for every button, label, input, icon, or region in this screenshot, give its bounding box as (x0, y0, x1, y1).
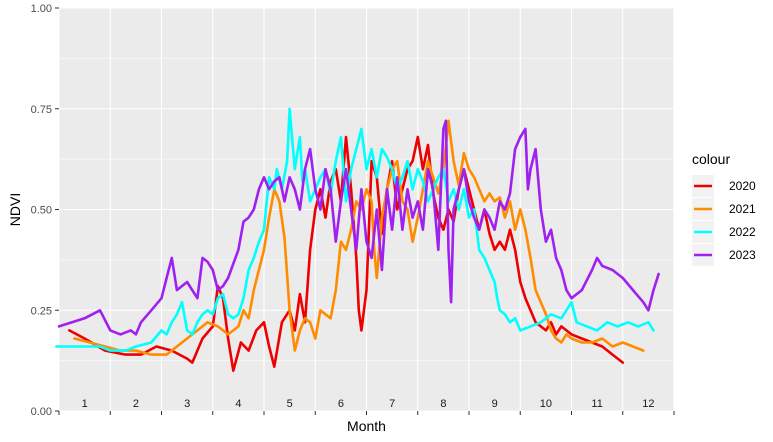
y-tick-label: 0.00 (31, 406, 52, 418)
y-axis: 0.00 0.25 0.50 0.75 1.00 (31, 3, 59, 418)
month-label: 7 (389, 398, 395, 410)
month-label: 5 (287, 398, 293, 410)
x-axis-title: Month (347, 418, 386, 434)
month-labels: 1 2 3 4 5 6 7 8 9 10 11 12 (82, 398, 655, 410)
month-label: 6 (338, 398, 344, 410)
legend-label-2020: 2020 (729, 179, 756, 193)
y-tick-label: 1.00 (31, 3, 52, 15)
legend: colour 2020 2021 2022 2023 (692, 151, 756, 266)
legend-label-2022: 2022 (729, 225, 756, 239)
y-tick-label: 0.50 (31, 205, 52, 217)
month-label: 9 (492, 398, 498, 410)
month-label: 11 (591, 398, 602, 410)
legend-label-2021: 2021 (729, 202, 756, 216)
month-label: 2 (133, 398, 139, 410)
month-label: 10 (540, 398, 552, 410)
y-tick-label: 0.25 (31, 305, 52, 317)
y-tick-label: 0.75 (31, 104, 52, 116)
month-label: 8 (440, 398, 446, 410)
series-line-2023 (57, 119, 660, 336)
month-label: 1 (82, 398, 88, 410)
month-label: 12 (642, 398, 654, 410)
series-line-2022 (55, 107, 655, 352)
x-axis (58, 411, 675, 415)
legend-label-2023: 2023 (729, 248, 756, 262)
month-label: 4 (235, 398, 241, 410)
series-layer (55, 107, 660, 372)
y-axis-title: NDVI (7, 193, 23, 226)
legend-title: colour (692, 151, 730, 167)
month-label: 3 (184, 398, 190, 410)
